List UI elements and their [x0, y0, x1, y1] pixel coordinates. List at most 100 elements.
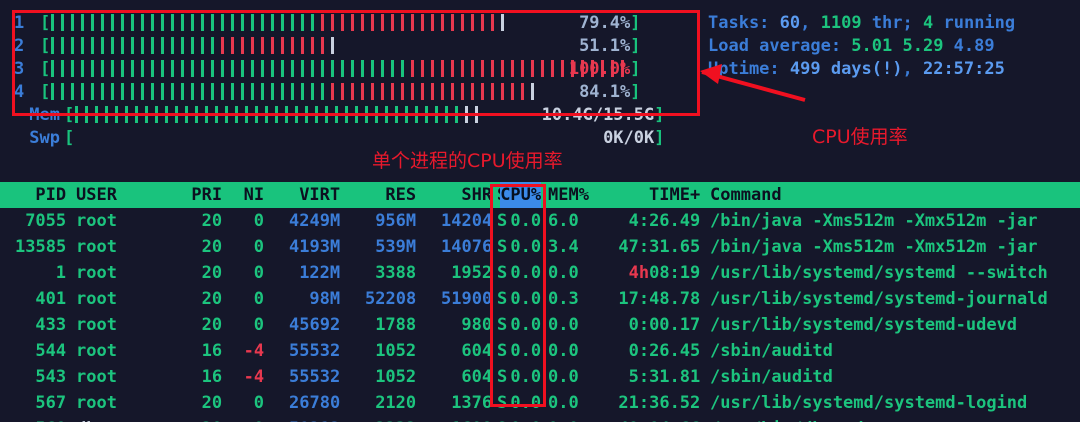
- process-row[interactable]: 401 root 20 0 98M 52208 51900 S 0.0 0.3 17:48.78/u…: [0, 286, 1080, 312]
- meter-bar: [440, 14, 450, 31]
- meter-bar: [510, 37, 520, 54]
- cell-command: /bin/java -Xms512m -Xmx512m -jar: [710, 211, 1038, 231]
- cell-command: /usr/bin/dbus-daemon --system --a: [710, 416, 1048, 422]
- meter-bar: [570, 60, 580, 77]
- meter-bar: [170, 60, 180, 77]
- meter-bar: [110, 83, 120, 100]
- process-row[interactable]: 7055 root 20 0 4249M 956M 14204 S 0.0 6.0 4:26.49 /…: [0, 208, 1080, 234]
- meter-bar: [150, 37, 160, 54]
- cell-res: 539M: [375, 237, 417, 257]
- meter-bar: [324, 106, 334, 123]
- process-row[interactable]: 568dbus2005821222321608S0.00.049:04.66/u…: [0, 416, 1080, 422]
- cell-res: 2120: [375, 393, 417, 413]
- cpu-meter-4: 4 [84.1%]: [14, 81, 641, 104]
- meter-bar: [334, 129, 344, 146]
- meter-bar: [390, 83, 400, 100]
- meter-bar: [210, 60, 220, 77]
- process-row[interactable]: 544 root 16 -4 55532 1052 604 S 0.0 0.0 0:26.45/sb…: [0, 338, 1080, 364]
- process-row[interactable]: 13585 root 20 0 4193M 539M 14076 S 0.0 3.4 47:31.6…: [0, 234, 1080, 260]
- meter-bar: [180, 37, 190, 54]
- column-header-cpu[interactable]: CPU%: [500, 182, 542, 208]
- meter-bar: [430, 14, 440, 31]
- process-row[interactable]: 433 root 20 0 45692 1788 980 S 0.0 0.0 0:00.17/usr…: [0, 312, 1080, 338]
- meter-bar: [220, 83, 230, 100]
- meter-bar: [394, 106, 404, 123]
- meter-bar: [314, 106, 324, 123]
- meter-bar: [430, 60, 440, 77]
- meter-bar: [80, 37, 90, 54]
- meter-bar: [354, 106, 364, 123]
- meter-bar: [350, 60, 360, 77]
- meter-bar: [170, 83, 180, 100]
- meter-bar: [474, 106, 484, 123]
- cell-virt: 45692: [289, 315, 341, 335]
- cell-state: S: [497, 263, 508, 283]
- meter-bar: [144, 106, 154, 123]
- meter-bar: [74, 106, 84, 123]
- meter-bar: [184, 129, 194, 146]
- meter-bar: [360, 37, 370, 54]
- cell-time-hours-prefix: 4h: [628, 263, 650, 283]
- meter-bar: [320, 60, 330, 77]
- meter-bar: [124, 106, 134, 123]
- meter-bar: [494, 106, 504, 123]
- meter-bar: [334, 106, 344, 123]
- meter-bar: [80, 60, 90, 77]
- cell-virt: 4249M: [289, 211, 341, 231]
- meter-bar: [270, 83, 280, 100]
- meter-bar: [520, 37, 530, 54]
- meter-bars: [50, 60, 630, 79]
- meter-bar: [224, 106, 234, 123]
- meter-bar: [60, 14, 70, 31]
- cell-command: /sbin/auditd: [710, 367, 833, 387]
- tasks-label: Tasks:: [708, 13, 780, 33]
- meter-bar: [254, 106, 264, 123]
- meter-bars: [50, 14, 630, 33]
- cell-command: /usr/lib/systemd/systemd-logind: [710, 393, 1028, 413]
- meter-bar: [310, 37, 320, 54]
- cpu-meter-3-value: 100.0%: [568, 60, 631, 79]
- meter-bar: [240, 60, 250, 77]
- meter-close-bracket: ]: [654, 128, 665, 148]
- cell-cpu: 0.0: [510, 237, 542, 257]
- meter-bar: [100, 60, 110, 77]
- meter-bar: [330, 83, 340, 100]
- cell-ni: 0: [253, 315, 265, 335]
- threads-count: 1109: [820, 13, 862, 33]
- cell-command: /usr/lib/systemd/systemd-journald: [710, 289, 1048, 309]
- meter-bar: [70, 14, 80, 31]
- meter-bar: [214, 129, 224, 146]
- tasks-separator: ,: [800, 13, 821, 33]
- meter-bar: [550, 83, 560, 100]
- meter-bar: [400, 14, 410, 31]
- meter-close-bracket: ]: [654, 105, 665, 125]
- meter-bar: [60, 60, 70, 77]
- column-header-mem: MEM%: [548, 185, 589, 205]
- meter-bar: [160, 37, 170, 54]
- meter-bar: [110, 60, 120, 77]
- cell-res: 1052: [375, 367, 417, 387]
- meter-bar: [130, 83, 140, 100]
- meter-bar: [304, 129, 314, 146]
- cpu-meter-1: 1 [79.4%]: [14, 12, 641, 35]
- cell-time-value: 08:19: [649, 263, 701, 283]
- meter-bar: [274, 129, 284, 146]
- process-cpu-annotation-text: 单个进程的CPU使用率: [372, 150, 563, 172]
- cpu-meter-2-label: 2: [14, 36, 25, 56]
- cell-pid: 568: [35, 416, 66, 422]
- cell-time-value: 0:26.45: [628, 341, 701, 361]
- process-row[interactable]: 543 root 16 -4 55532 1052 604 S 0.0 0.0 5:31.81/sb…: [0, 364, 1080, 390]
- tasks-count: 60: [779, 13, 801, 33]
- meter-bar: [450, 37, 460, 54]
- meter-bar: [590, 60, 600, 77]
- process-row[interactable]: 1 root 20 0 122M 3388 1952 S 0.0 0.0 4h08:19/usr/l…: [0, 260, 1080, 286]
- mem-meter-bar-area: 10.4G/15.5G: [74, 106, 654, 125]
- cell-res: 2232: [375, 416, 416, 422]
- cell-virt: 98M: [309, 289, 341, 309]
- meter-bar: [114, 106, 124, 123]
- meter-bar: [230, 60, 240, 77]
- column-header-user: USER: [76, 185, 117, 205]
- cell-state: S: [497, 211, 508, 231]
- process-row[interactable]: 567 root 20 0 26780 2120 1376 S 0.0 0.0 21:36.52/u…: [0, 390, 1080, 416]
- meter-open-bracket: [: [40, 36, 51, 56]
